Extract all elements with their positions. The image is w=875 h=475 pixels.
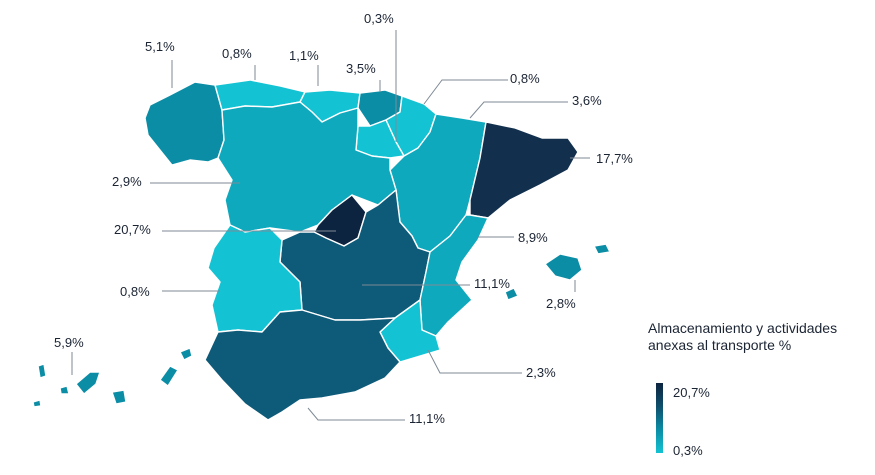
region-canarias-gomera — [59, 385, 70, 395]
leader-navarra — [423, 79, 508, 105]
label-comunidad-valenciana: 8,9% — [518, 230, 548, 245]
label-andalucia: 11,1% — [409, 411, 445, 426]
label-canarias: 5,9% — [54, 335, 84, 350]
label-navarra: 0,8% — [510, 71, 540, 86]
region-andalucia — [204, 309, 401, 421]
label-castilla-leon: 2,9% — [112, 174, 142, 189]
region-canarias-tenerife — [75, 371, 101, 395]
label-galicia: 5,1% — [145, 39, 175, 54]
label-murcia: 2,3% — [526, 365, 556, 380]
label-baleares: 2,8% — [546, 296, 576, 311]
leader-aragon — [469, 101, 568, 119]
legend-title: Almacenamiento y actividades anexas al t… — [648, 320, 838, 353]
legend-max-label: 20,7% — [673, 385, 710, 400]
region-canarias-la-palma — [37, 363, 47, 379]
label-castilla-la-mancha: 11,1% — [474, 276, 510, 291]
region-baleares-mallorca — [544, 253, 583, 281]
region-baleares-ibiza — [504, 287, 519, 301]
region-baleares-menorca — [593, 243, 611, 255]
region-canarias-gran-canaria — [111, 389, 127, 405]
label-cataluna: 17,7% — [596, 151, 633, 166]
leader-murcia — [427, 349, 522, 374]
legend-gradient-bar — [656, 383, 663, 453]
label-pais-vasco: 3,5% — [346, 61, 376, 76]
label-extremadura: 0,8% — [120, 284, 150, 299]
label-la-rioja: 0,3% — [364, 11, 394, 26]
region-canarias-lanzarote — [179, 347, 193, 361]
label-asturias: 0,8% — [222, 46, 252, 61]
leader-andalucia — [307, 407, 405, 421]
region-canarias-hierro — [32, 399, 42, 408]
label-cantabria: 1,1% — [289, 48, 319, 63]
region-canarias-fuerteventura — [159, 365, 179, 387]
label-madrid: 20,7% — [114, 222, 151, 237]
region-galicia — [144, 81, 225, 166]
label-aragon: 3,6% — [572, 93, 602, 108]
region-cataluna — [469, 121, 579, 219]
legend-min-label: 0,3% — [673, 443, 703, 458]
